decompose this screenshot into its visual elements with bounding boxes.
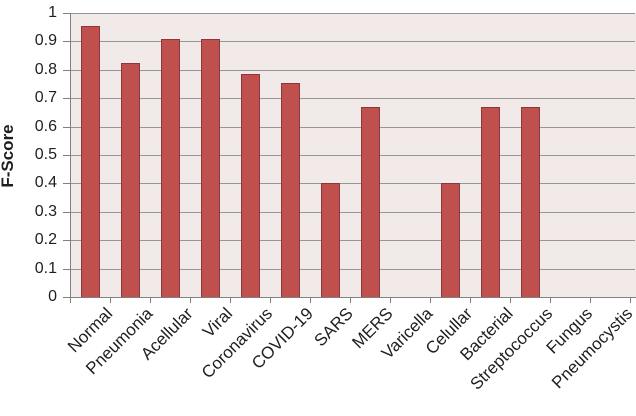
bar-streptococcus [521, 107, 540, 297]
bar-normal [81, 26, 100, 297]
x-axis-tick [470, 298, 471, 303]
gridline [71, 41, 635, 42]
y-tick-label: 0.7 [34, 89, 57, 106]
bar-covid-19 [281, 83, 300, 297]
y-axis-tick [63, 41, 70, 42]
bar-coronavirus [241, 74, 260, 297]
y-axis-tick [63, 127, 70, 128]
bar-mers [361, 107, 380, 297]
y-tick-label: 1 [48, 4, 57, 21]
x-tick-label-sars: SARS [310, 304, 357, 351]
bar-acellular [161, 39, 180, 297]
gridline [71, 13, 635, 14]
gridline [71, 183, 635, 184]
bar-bacterial [481, 107, 500, 297]
y-tick-label: 0.8 [34, 61, 57, 78]
y-tick-label: 0.5 [34, 146, 57, 163]
gridline [71, 269, 635, 270]
y-tick-label: 0.2 [34, 231, 57, 248]
plot-area [70, 13, 636, 298]
y-axis-tick [63, 70, 70, 71]
y-tick-label: 0.6 [34, 118, 57, 135]
bar-celullar [441, 183, 460, 297]
x-axis-tick [390, 298, 391, 303]
y-axis-tick [63, 240, 70, 241]
gridline [71, 70, 635, 71]
x-axis-tick [630, 298, 631, 303]
x-axis-tick [310, 298, 311, 303]
y-axis-tick [63, 98, 70, 99]
x-axis-tick [350, 298, 351, 303]
gridline [71, 155, 635, 156]
gridline [71, 240, 635, 241]
x-axis-tick [150, 298, 151, 303]
gridline [71, 127, 635, 128]
gridline [71, 212, 635, 213]
x-axis-tick [590, 298, 591, 303]
y-tick-label: 0.4 [34, 174, 57, 191]
y-tick-label: 0.9 [34, 32, 57, 49]
y-axis-tick [63, 183, 70, 184]
x-axis-tick [550, 298, 551, 303]
y-axis-tick [63, 297, 70, 298]
bar-sars [321, 183, 340, 297]
x-axis-tick [510, 298, 511, 303]
x-axis-tick [70, 298, 71, 303]
y-axis-tick [63, 212, 70, 213]
bar-viral [201, 39, 220, 297]
y-tick-label: 0.1 [34, 260, 57, 277]
x-axis-tick [270, 298, 271, 303]
x-axis-tick [230, 298, 231, 303]
x-axis-tick [110, 298, 111, 303]
x-axis-tick [430, 298, 431, 303]
y-tick-label: 0 [48, 288, 57, 305]
x-axis-tick [190, 298, 191, 303]
gridline [71, 98, 635, 99]
y-tick-label: 0.3 [34, 203, 57, 220]
y-axis-tick [63, 269, 70, 270]
bar-pneumonia [121, 63, 140, 297]
y-axis-tick [63, 155, 70, 156]
y-axis-tick [63, 13, 70, 14]
